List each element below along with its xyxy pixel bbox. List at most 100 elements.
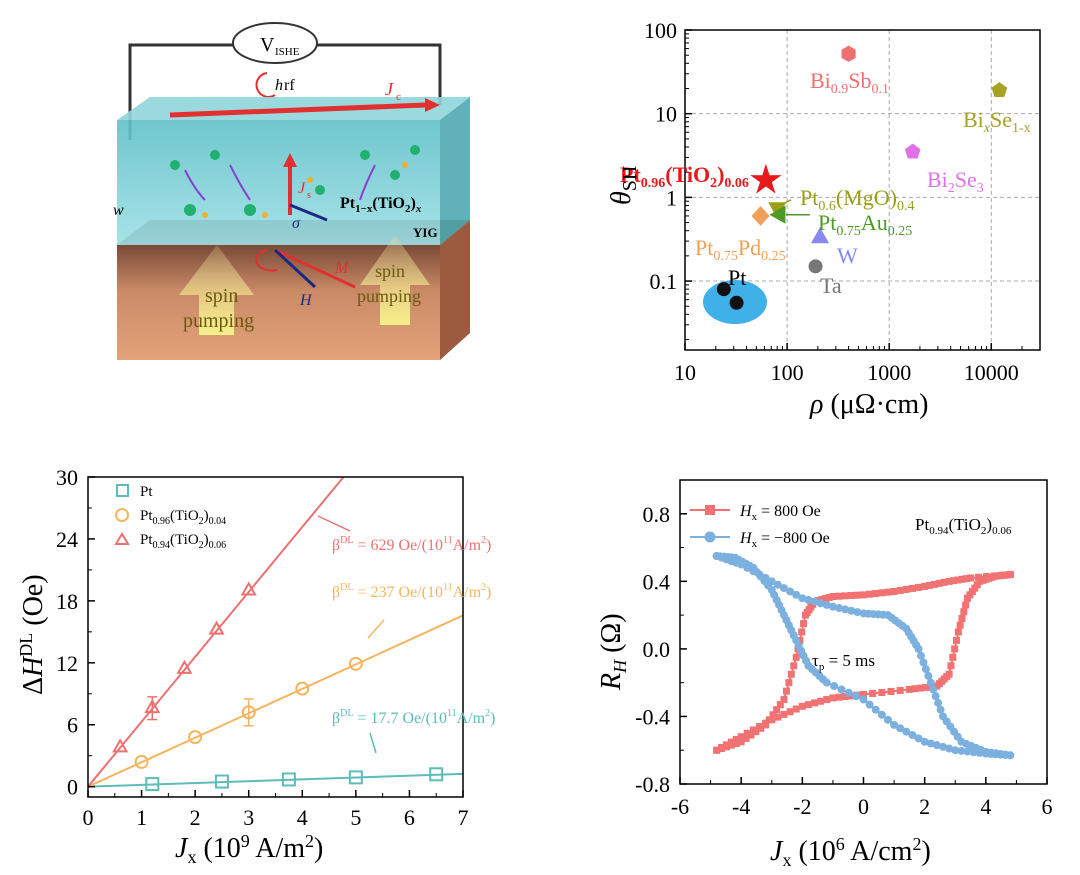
loop-point-0: [841, 693, 849, 701]
y-tick-label: 1: [666, 185, 677, 210]
x-tick-label: 4: [980, 794, 991, 819]
data-point-series-2: [144, 698, 161, 714]
loop-point-1: [916, 651, 925, 660]
loop-point-1: [920, 737, 929, 746]
voltmeter: [232, 22, 318, 64]
js-arrowhead: [283, 153, 297, 167]
label-ptpd: Pt0.75Pd0.25: [695, 235, 786, 264]
loop-point-0: [756, 723, 764, 731]
label-bise: BixSe1-x: [963, 107, 1031, 136]
x-tick-label: 5: [350, 805, 361, 830]
point-bi2se3: [904, 143, 921, 159]
loop-point-1: [871, 705, 880, 714]
point-pt0-75au0-25: [769, 205, 786, 224]
loop-point-0: [829, 694, 837, 702]
ticks: 10 100 1000 10000 0.1 1 10 100: [644, 18, 1023, 385]
x-tick-label: 0: [83, 805, 94, 830]
legend-label-pt-tio2-006: Pt0.94(TiO2)0.06: [140, 532, 226, 551]
data-point-series-0: [429, 767, 444, 782]
loop-point-0: [776, 701, 784, 709]
y-tick-label: 6: [67, 713, 78, 738]
spin-pumping-left-2: pumping: [183, 310, 254, 332]
label-ptmgo: Pt0.6(MgO)0.4: [800, 185, 914, 214]
loop-point-1: [877, 710, 886, 719]
svg-text:βDL = 629 Oe/(1011A/m2): βDL = 629 Oe/(1011A/m2): [332, 535, 491, 554]
loop-point-0: [749, 726, 757, 734]
loop-point-1: [798, 594, 807, 603]
loop-point-1: [890, 720, 899, 729]
x-tick-label: -6: [671, 794, 689, 819]
loop-point-1: [951, 746, 960, 755]
loop-point-0: [847, 592, 855, 600]
plot-frame: [87, 476, 464, 798]
loop-point-0: [967, 574, 975, 582]
loop-point-1: [792, 590, 801, 599]
label-w: W: [837, 243, 858, 268]
loop-point-1: [853, 608, 862, 617]
point-ta: [808, 259, 823, 274]
y-tick-label: 18: [56, 589, 78, 614]
loop-point-0: [786, 708, 794, 716]
loop-point-0: [769, 711, 777, 719]
loop-point-1: [883, 715, 892, 724]
x-tick-label: 100: [771, 360, 804, 385]
pulse-width-label: τp = 5 ms: [812, 651, 875, 673]
x-tick-label: 1000: [867, 360, 911, 385]
js-label: J: [298, 180, 306, 197]
loop-point-0: [732, 735, 740, 743]
x-tick-label: 1: [136, 805, 147, 830]
rh-vs-jx-hysteresis-chart: -6 -4 -2 0 2 4 6 -0.8 -0.4 0.0 0.4 0.8 Hx = 800 Oe …: [596, 479, 1053, 870]
pointer-ptmgo: [778, 199, 792, 207]
loop-point-1: [936, 705, 945, 714]
x-tick-label: -4: [732, 794, 750, 819]
loop-point-0: [930, 580, 938, 588]
loop-point-0: [956, 621, 964, 629]
x-tick-label: 3: [243, 805, 254, 830]
loop-point-0: [947, 662, 955, 670]
voltmeter-sub: ISHE: [275, 46, 300, 58]
loop-point-1: [929, 685, 938, 694]
loop-point-0: [933, 682, 941, 690]
x-tick-label: 7: [458, 805, 469, 830]
point-bi0-9sb0-1: [841, 45, 856, 62]
y-tick-label: 100: [644, 18, 677, 43]
loop-point-0: [732, 739, 740, 747]
loop-point-0: [817, 697, 825, 705]
loop-point-1: [828, 602, 837, 611]
loop-point-0: [915, 583, 923, 591]
loop-point-0: [829, 593, 837, 601]
loop-point-1: [975, 748, 984, 757]
loop-point-1: [712, 552, 721, 560]
legend-marker-hx-800: [705, 505, 715, 515]
precession-icon: [255, 249, 278, 272]
loop-point-1: [810, 597, 819, 606]
loop-point-0: [866, 590, 874, 598]
x-tick-label: 10000: [964, 360, 1019, 385]
annotation-237: βDL = 237 Oe/(1011A/m2): [332, 582, 491, 639]
loop-point-1: [981, 749, 990, 758]
sample-label: Pt0.94(TiO2)0.06: [915, 515, 1012, 537]
loop-point-0: [790, 662, 798, 670]
legend-label-hx-neg800: Hx = −800 Oe: [739, 530, 830, 550]
jc-arrowhead: [425, 98, 440, 112]
point-pt0-96-tio2-0-06: [750, 163, 782, 194]
loop-point-0: [940, 578, 948, 586]
theta-sh-vs-resistivity-chart: 10 100 1000 10000 0.1 1 10 100 Pt0.96(TiO2)0.06…: [606, 18, 1041, 420]
y-tick-label: 0.8: [643, 502, 671, 527]
spin-particles: [170, 145, 420, 218]
loop-point-0: [949, 577, 957, 585]
x-tick-label: 6: [404, 805, 415, 830]
spin-pumping-right-2: pumping: [357, 286, 421, 306]
loop-point-0: [954, 628, 962, 636]
loop-point-1: [908, 731, 917, 740]
loop-point-0: [890, 587, 898, 595]
loop-point-0: [835, 693, 843, 701]
loop-point-0: [718, 744, 726, 752]
loop-point-0: [835, 592, 843, 600]
point-pt: [716, 282, 731, 297]
y-axis-label: ΔHDL (Oe): [16, 574, 49, 695]
m-label: M: [334, 260, 350, 277]
loop-point-1: [902, 727, 911, 736]
x-axis-label: Jx (109 A/m2): [175, 831, 323, 867]
